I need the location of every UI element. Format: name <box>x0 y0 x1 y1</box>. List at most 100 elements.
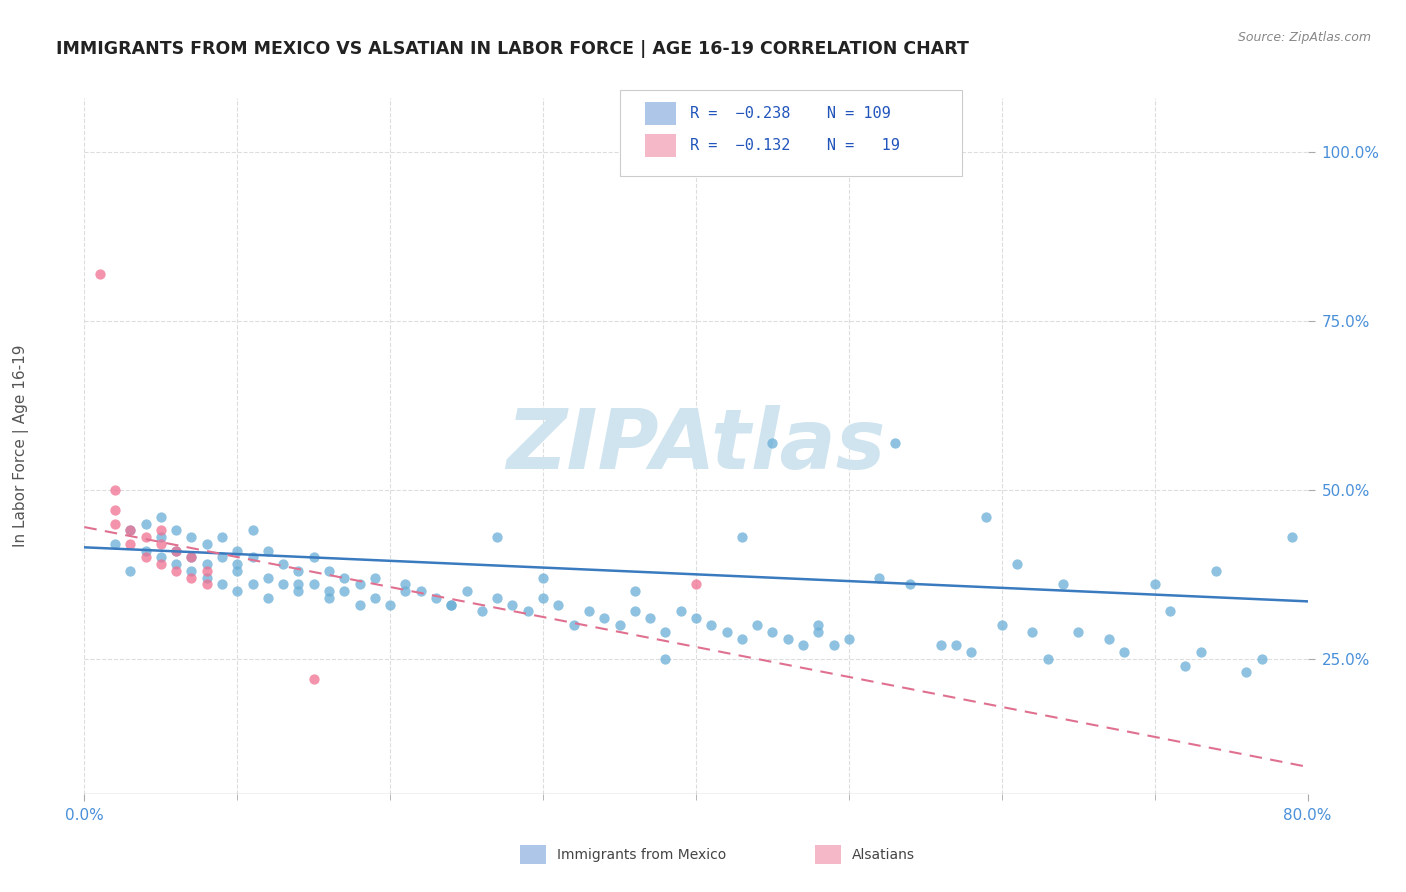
Point <box>302 550 325 565</box>
Point <box>318 564 340 578</box>
Point <box>242 550 264 565</box>
Point <box>440 598 463 612</box>
Point <box>149 558 172 572</box>
Point <box>976 510 998 524</box>
Point <box>502 598 524 612</box>
Point <box>149 550 172 565</box>
Point <box>211 577 233 591</box>
Point <box>1052 577 1074 591</box>
Point <box>364 571 387 585</box>
Point <box>624 584 647 599</box>
Point <box>654 652 676 666</box>
Point <box>394 584 416 599</box>
Point <box>242 577 264 591</box>
Point <box>349 598 371 612</box>
Point <box>624 605 647 619</box>
Point <box>333 584 356 599</box>
Point <box>180 550 202 565</box>
Point <box>716 624 738 639</box>
Text: Immigrants from Mexico: Immigrants from Mexico <box>557 847 725 862</box>
Point <box>1250 652 1272 666</box>
Point <box>1143 577 1166 591</box>
Point <box>1205 564 1227 578</box>
Point <box>226 558 249 572</box>
Point <box>409 584 432 599</box>
Text: ZIPAtlas: ZIPAtlas <box>506 406 886 486</box>
Point <box>547 598 569 612</box>
Point <box>211 550 233 565</box>
Point <box>180 530 202 544</box>
Point <box>731 632 754 646</box>
Point <box>440 598 463 612</box>
Point <box>195 558 218 572</box>
Point <box>135 516 157 531</box>
Point <box>180 571 202 585</box>
Point <box>380 598 402 612</box>
Point <box>669 605 692 619</box>
Point <box>257 591 280 605</box>
Point <box>318 584 340 599</box>
Text: Alsatians: Alsatians <box>852 847 915 862</box>
Point <box>807 618 830 632</box>
Point <box>318 591 340 605</box>
Point <box>425 591 447 605</box>
Point <box>898 577 921 591</box>
Point <box>302 577 325 591</box>
Point <box>1174 658 1197 673</box>
Text: In Labor Force | Age 16-19: In Labor Force | Age 16-19 <box>13 344 30 548</box>
Point <box>135 530 157 544</box>
Point <box>287 584 309 599</box>
Point <box>165 564 187 578</box>
Point <box>823 638 845 652</box>
Point <box>531 571 554 585</box>
Point <box>165 558 187 572</box>
Point <box>104 537 127 551</box>
Point <box>929 638 952 652</box>
Point <box>516 605 538 619</box>
Point <box>578 605 600 619</box>
Point <box>1098 632 1121 646</box>
Point <box>226 584 249 599</box>
Point <box>120 537 142 551</box>
Point <box>364 591 387 605</box>
Point <box>195 537 218 551</box>
Point <box>1005 558 1028 572</box>
Point <box>960 645 983 659</box>
Point <box>869 571 891 585</box>
Text: R =  −0.132    N =   19: R = −0.132 N = 19 <box>690 138 900 153</box>
Point <box>135 543 157 558</box>
Point <box>1036 652 1059 666</box>
Point <box>149 524 172 538</box>
Text: IMMIGRANTS FROM MEXICO VS ALSATIAN IN LABOR FORCE | AGE 16-19 CORRELATION CHART: IMMIGRANTS FROM MEXICO VS ALSATIAN IN LA… <box>56 40 969 58</box>
Point <box>195 577 218 591</box>
Point <box>89 267 111 281</box>
Point <box>242 524 264 538</box>
Text: R =  −0.238    N = 109: R = −0.238 N = 109 <box>690 106 891 120</box>
Point <box>104 516 127 531</box>
Point <box>471 605 494 619</box>
Point <box>945 638 967 652</box>
Point <box>685 611 707 625</box>
Point <box>1159 605 1181 619</box>
Point <box>165 524 187 538</box>
Point <box>991 618 1014 632</box>
Point <box>302 672 325 686</box>
Point <box>456 584 478 599</box>
Point <box>287 577 309 591</box>
Point <box>700 618 723 632</box>
Point <box>149 510 172 524</box>
Point <box>531 591 554 605</box>
Point <box>807 624 830 639</box>
Point <box>1281 530 1303 544</box>
Point <box>226 564 249 578</box>
Point <box>349 577 371 591</box>
Point <box>486 591 509 605</box>
Point <box>486 530 509 544</box>
Point <box>271 577 294 591</box>
Point <box>149 530 172 544</box>
Point <box>120 524 142 538</box>
Point <box>792 638 814 652</box>
Point <box>1114 645 1136 659</box>
Point <box>287 564 309 578</box>
Point <box>120 524 142 538</box>
